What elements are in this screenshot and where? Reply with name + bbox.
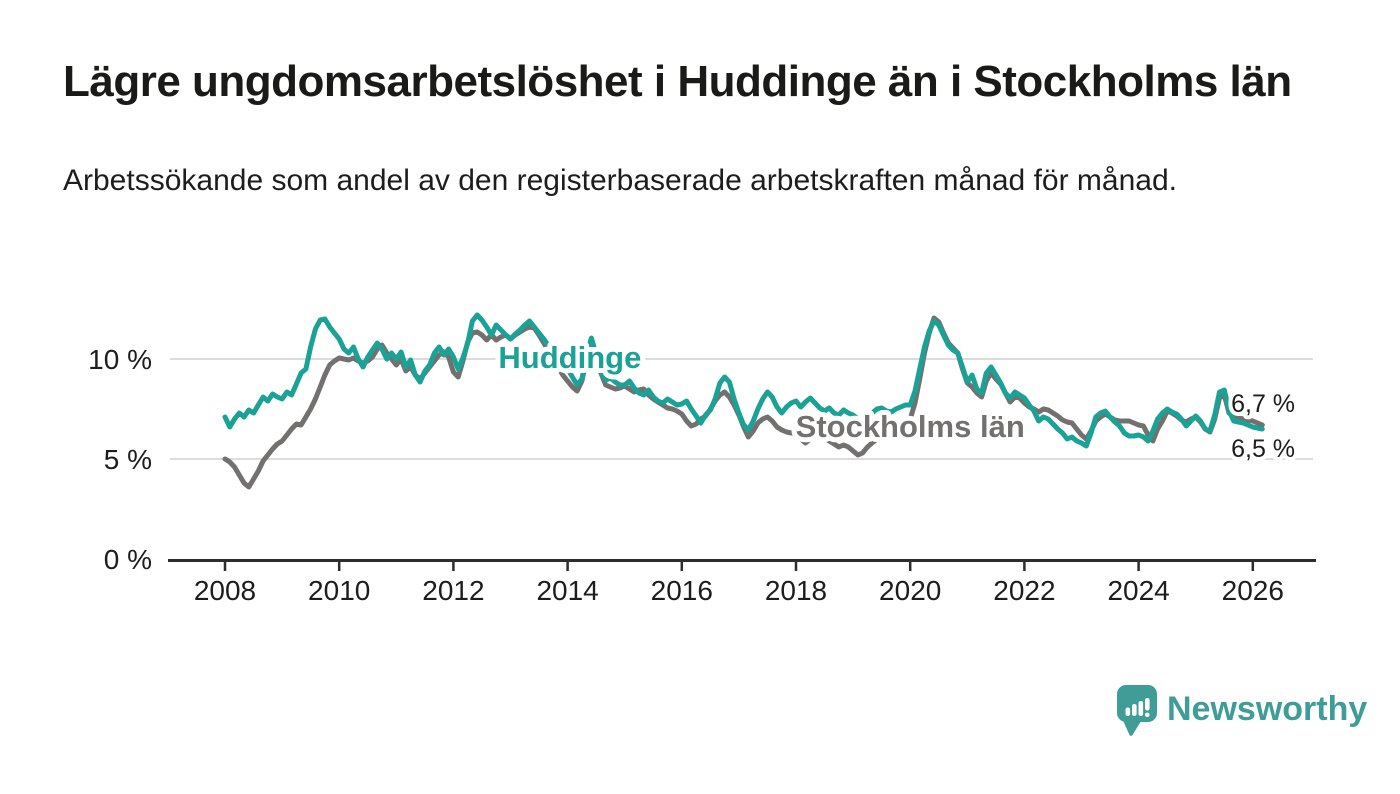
newsworthy-logo-icon <box>1117 685 1157 736</box>
end-value-label: 6,7 % <box>1231 390 1295 418</box>
bar-1 <box>1125 707 1131 716</box>
newsworthy-logo: Newsworthy <box>1116 684 1367 740</box>
x-axis-tick-label: 2012 <box>422 575 484 606</box>
exclamation-dot <box>1145 712 1150 717</box>
series-label-stockholms-l-n: Stockholms län <box>796 409 1025 444</box>
x-axis-tick-label: 2026 <box>1222 575 1284 606</box>
x-axis-tick-label: 2010 <box>308 575 370 606</box>
x-axis-tick-label: 2014 <box>536 575 598 606</box>
x-axis-tick-label: 2022 <box>993 575 1055 606</box>
exclamation-bar <box>1145 698 1150 711</box>
bar-2 <box>1132 704 1137 716</box>
chart-title: Lägre ungdomsarbetslöshet i Huddinge än … <box>63 57 1292 106</box>
x-axis-tick-label: 2020 <box>879 575 941 606</box>
x-axis-tick-label: 2024 <box>1107 575 1169 606</box>
series-line-huddinge <box>222 312 1265 449</box>
x-axis-tick-label: 2008 <box>194 575 256 606</box>
series-label-huddinge: Huddinge <box>498 340 641 375</box>
line-chart: 2008 2010 2012 2014 2016 2018 2020 2022 2024 2026… <box>88 312 1316 606</box>
bar-3 <box>1138 701 1144 716</box>
y-axis-tick-label: 5 % <box>104 444 152 475</box>
speech-bubble-shape <box>1117 685 1157 736</box>
chart-subtitle: Arbetssökande som andel av den registerb… <box>63 164 1177 197</box>
newsworthy-logo-text: Newsworthy <box>1167 690 1368 728</box>
x-axis-tick-label: 2018 <box>765 575 827 606</box>
end-value-label: 6,5 % <box>1231 435 1295 463</box>
y-axis-tick-label: 0 % <box>104 544 152 575</box>
x-axis-tick-label: 2016 <box>651 575 713 606</box>
y-axis-tick-label: 10 % <box>88 344 152 375</box>
